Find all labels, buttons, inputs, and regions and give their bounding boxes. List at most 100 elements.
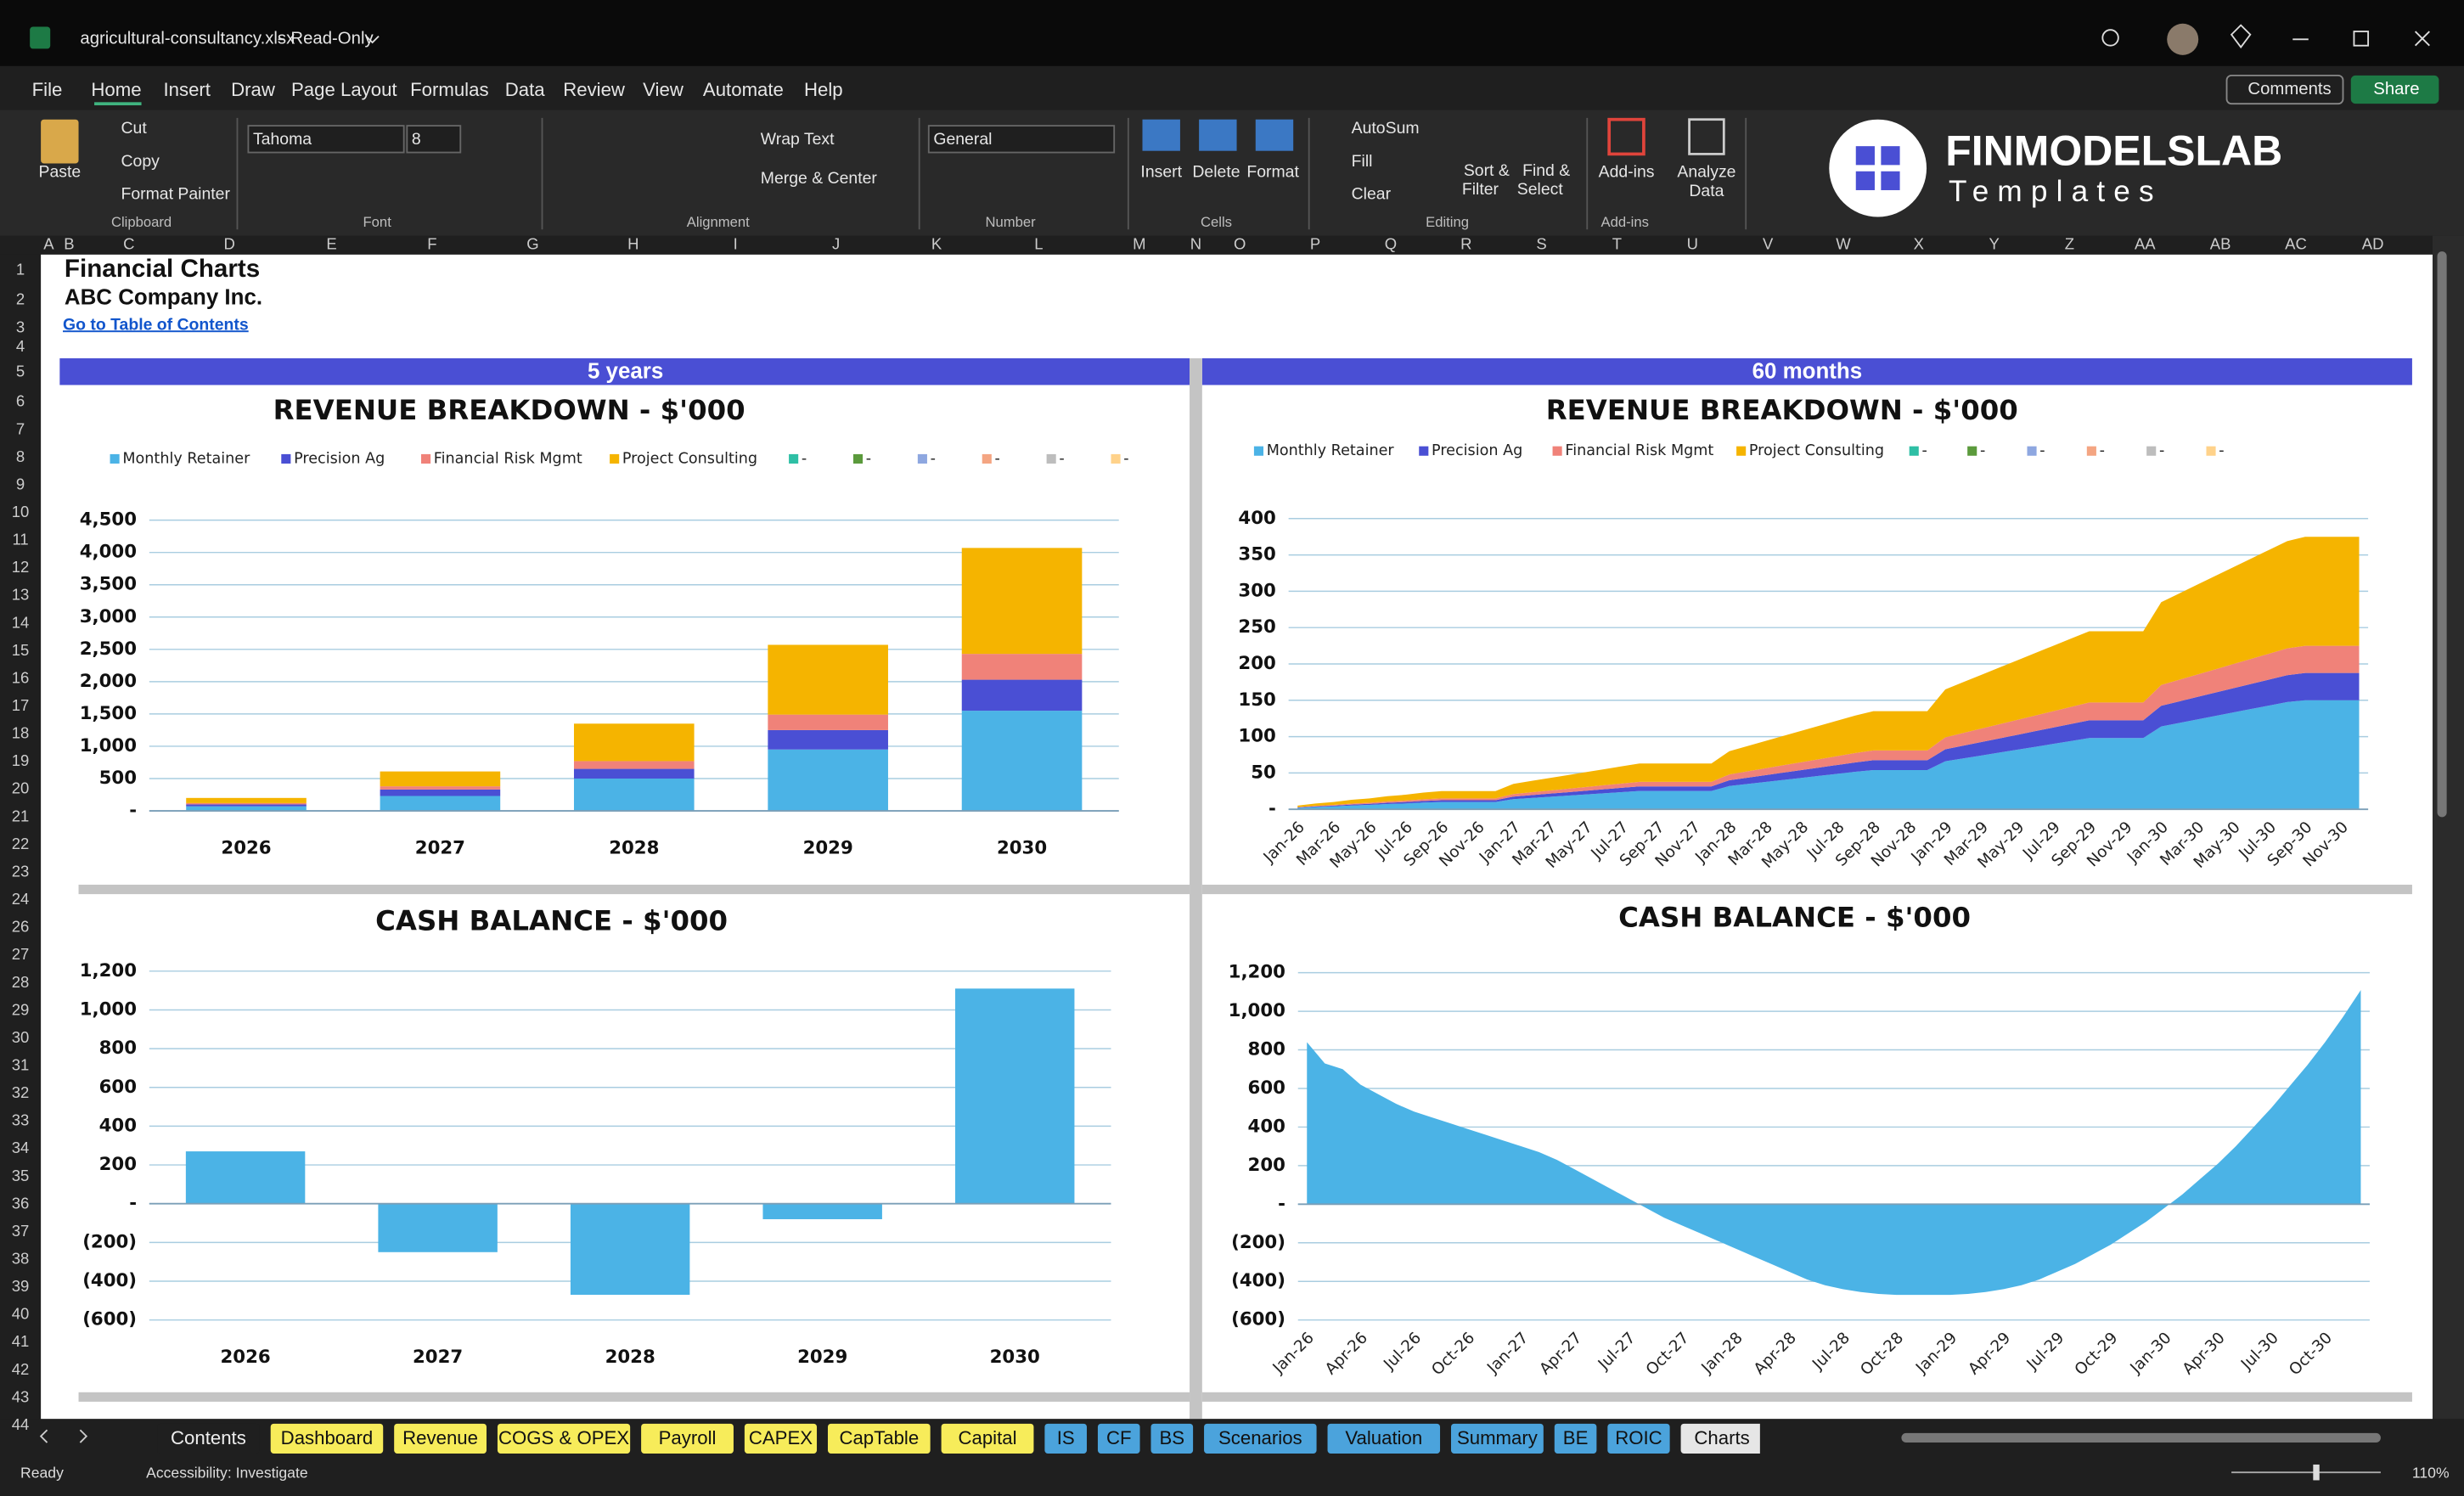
column-header[interactable]: V <box>1763 235 1774 253</box>
sheet-tab[interactable] <box>1204 1423 1317 1454</box>
zoom-thumb[interactable] <box>2313 1464 2320 1481</box>
row-header[interactable]: 41 <box>12 1332 30 1350</box>
menu-tab[interactable]: Insert <box>163 79 210 100</box>
column-header[interactable]: N <box>1190 235 1201 253</box>
ribbon-button[interactable]: Merge & Center <box>761 169 878 188</box>
ribbon-button[interactable]: Select <box>1517 180 1564 199</box>
ribbon-button[interactable]: Paste <box>38 163 81 182</box>
row-header[interactable]: 12 <box>12 558 30 576</box>
ribbon-button[interactable]: Analyze <box>1677 163 1735 182</box>
column-header[interactable]: G <box>526 235 538 253</box>
ribbon-button[interactable]: Cut <box>121 119 148 138</box>
row-header[interactable]: 8 <box>16 447 25 465</box>
menu-tab[interactable]: File <box>32 79 63 100</box>
ribbon-button[interactable]: Add-ins <box>1599 163 1655 182</box>
column-header[interactable]: B <box>64 235 74 253</box>
sheet-tab-label[interactable]: CapTable <box>839 1427 919 1448</box>
sheet-tab[interactable] <box>394 1423 487 1454</box>
row-header[interactable]: 15 <box>12 641 30 659</box>
vertical-scrollbar[interactable] <box>2432 235 2464 1420</box>
row-header[interactable]: 21 <box>12 807 30 824</box>
ribbon-button[interactable]: Filter <box>1462 180 1499 199</box>
column-header[interactable]: P <box>1310 235 1320 253</box>
column-header[interactable]: T <box>1612 235 1622 253</box>
ribbon-button[interactable]: AutoSum <box>1352 119 1420 138</box>
column-header[interactable]: H <box>627 235 639 253</box>
comments-button[interactable] <box>2225 74 2344 105</box>
column-header[interactable]: E <box>326 235 336 253</box>
row-header[interactable]: 14 <box>12 613 30 631</box>
avatar[interactable] <box>2167 23 2199 55</box>
ribbon-button[interactable]: Format <box>1246 163 1299 182</box>
row-header[interactable]: 44 <box>12 1415 30 1433</box>
row-header[interactable]: 29 <box>12 1000 30 1018</box>
sheet-tab-label[interactable]: IS <box>1057 1427 1075 1448</box>
row-header[interactable]: 16 <box>12 668 30 686</box>
row-header[interactable]: 26 <box>12 918 30 936</box>
number-format-box[interactable] <box>927 125 1116 154</box>
column-header[interactable]: X <box>1914 235 1924 253</box>
ribbon-button[interactable]: Insert <box>1140 163 1182 182</box>
row-header[interactable]: 43 <box>12 1387 30 1405</box>
sheet-tab-label[interactable]: COGS & OPEX <box>498 1427 629 1448</box>
ribbon-button[interactable]: Data <box>1689 182 1724 200</box>
sheet-tab-label[interactable]: Summary <box>1457 1427 1539 1448</box>
menu-tab[interactable]: Home <box>91 79 141 100</box>
row-header[interactable]: 4 <box>16 337 25 355</box>
menu-tab[interactable]: Help <box>804 79 843 100</box>
row-header[interactable]: 37 <box>12 1222 30 1240</box>
sheet-tab-label[interactable]: Scenarios <box>1218 1427 1302 1448</box>
column-header[interactable]: I <box>734 235 738 253</box>
sheet-tab[interactable] <box>744 1423 818 1454</box>
sheet-tab[interactable] <box>1327 1423 1441 1454</box>
column-header[interactable]: M <box>1133 235 1145 253</box>
menu-tab[interactable]: Draw <box>231 79 276 100</box>
restore-button[interactable] <box>2353 31 2370 47</box>
row-header[interactable]: 33 <box>12 1111 30 1129</box>
ribbon-button[interactable]: Copy <box>121 152 160 171</box>
ribbon-button[interactable]: Sort & <box>1464 161 1510 180</box>
sheet-tab[interactable] <box>827 1423 931 1454</box>
row-header[interactable]: 23 <box>12 862 30 880</box>
column-header[interactable]: W <box>1836 235 1851 253</box>
sheet-tab[interactable] <box>497 1423 631 1454</box>
toc-link[interactable]: Go to Table of Contents <box>63 315 249 334</box>
menu-tab[interactable]: Automate <box>703 79 784 100</box>
horizontal-scrollbar[interactable] <box>1901 1432 2381 1443</box>
column-header[interactable]: Q <box>1385 235 1397 253</box>
addins-icon[interactable] <box>1607 117 1645 156</box>
delete-icon[interactable] <box>1199 119 1237 151</box>
sheet-tab[interactable] <box>1554 1423 1597 1454</box>
sheet-tab[interactable] <box>941 1423 1034 1454</box>
ribbon-button[interactable]: Find & <box>1522 161 1570 180</box>
column-header[interactable]: AD <box>2362 235 2384 253</box>
font-box[interactable] <box>247 125 405 154</box>
accessibility-status[interactable]: Accessibility: Investigate <box>146 1465 308 1482</box>
scroll-thumb[interactable] <box>2437 251 2447 818</box>
paste-icon[interactable] <box>41 119 79 164</box>
ribbon-button[interactable]: 8 <box>412 130 421 149</box>
column-header[interactable]: AB <box>2210 235 2231 253</box>
sheet-tab-label[interactable]: ROIC <box>1615 1427 1662 1448</box>
tab-nav[interactable] <box>39 1429 88 1443</box>
row-header[interactable]: 20 <box>12 779 30 797</box>
sheet-tab-label[interactable]: Dashboard <box>281 1427 374 1448</box>
analyze-icon[interactable] <box>1688 118 1725 155</box>
menu-tab[interactable]: Page Layout <box>291 79 397 100</box>
row-header[interactable]: 9 <box>16 475 25 492</box>
zoom-level[interactable]: 110% <box>2412 1465 2450 1482</box>
sheet-tab-label[interactable]: Payroll <box>659 1427 717 1448</box>
ribbon-button[interactable]: Wrap Text <box>761 130 835 149</box>
sheet-tab-label[interactable]: BS <box>1159 1427 1184 1448</box>
sheet-tab[interactable] <box>1044 1423 1087 1454</box>
close-button[interactable] <box>2414 31 2430 47</box>
row-header[interactable]: 5 <box>16 363 25 380</box>
sheet-tab[interactable] <box>1150 1423 1194 1454</box>
sheet-tab[interactable] <box>1680 1423 1764 1454</box>
row-header[interactable]: 1 <box>16 260 25 278</box>
sheet-tab-label[interactable]: Capital <box>958 1427 1016 1448</box>
sheet-tab-label[interactable]: Revenue <box>402 1427 478 1448</box>
sheet-tab[interactable] <box>641 1423 734 1454</box>
sheet-tab-label[interactable]: BE <box>1563 1427 1589 1448</box>
sheet-tab-label[interactable]: CAPEX <box>749 1427 813 1448</box>
